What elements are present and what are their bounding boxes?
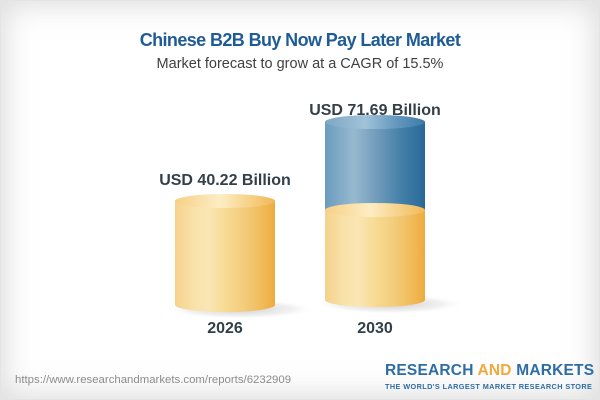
- svg-text:USD 71.69 Billion: USD 71.69 Billion: [309, 102, 441, 119]
- svg-text:2026: 2026: [207, 320, 243, 337]
- svg-text:2030: 2030: [357, 320, 393, 337]
- svg-text:USD 40.22 Billion: USD 40.22 Billion: [159, 172, 291, 189]
